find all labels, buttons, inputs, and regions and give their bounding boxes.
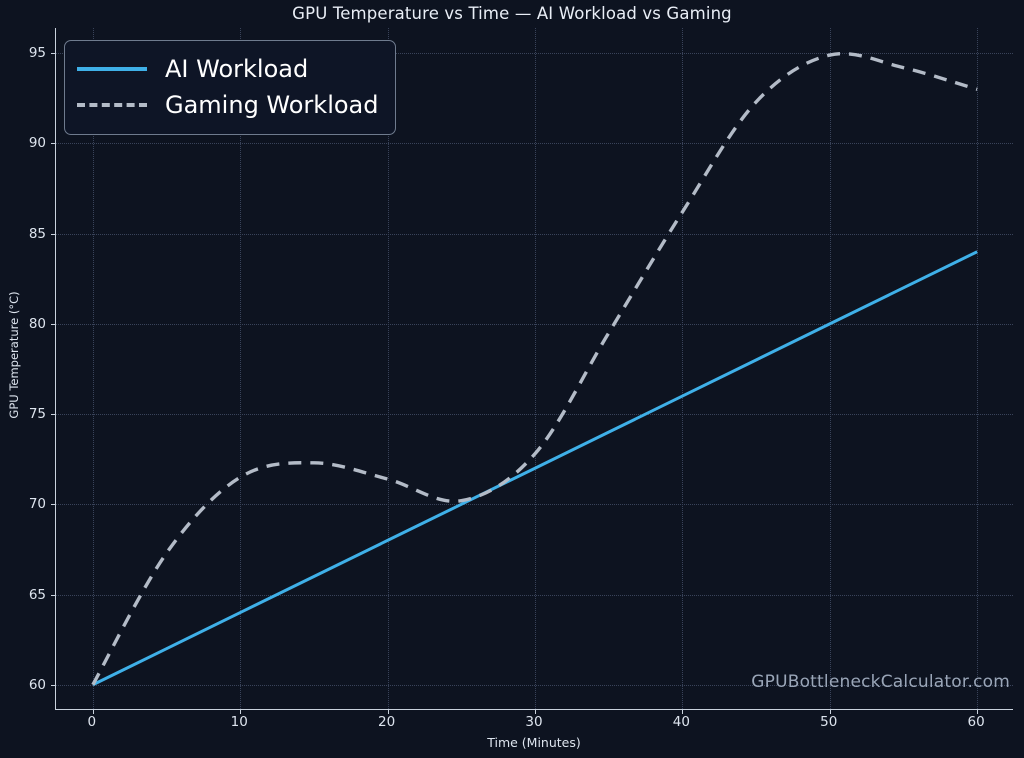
x-tick-label: 20 [378,714,396,730]
x-tick-mark [829,709,831,714]
series-line-2 [91,51,978,686]
watermark: GPUBottleneckCalculator.com [751,672,1010,692]
x-tick-label: 30 [525,714,543,730]
y-tick-mark [51,143,56,145]
legend-label: AI Workload [165,55,309,83]
x-tick-label: 40 [672,714,690,730]
y-tick-label: 80 [28,315,46,332]
y-tick-mark [51,323,56,325]
y-tick-mark [51,233,56,235]
legend-item[interactable]: Gaming Workload [77,87,379,123]
y-axis-label: GPU Temperature (°C) [7,291,21,419]
x-tick-mark [387,709,389,714]
y-tick-label: 85 [28,225,46,242]
legend-item[interactable]: AI Workload [77,51,379,87]
x-tick-label: 60 [967,714,985,730]
x-tick-mark [682,709,684,714]
legend-swatch-icon [77,95,147,115]
x-tick-label: 50 [820,714,838,730]
y-tick-label: 60 [28,676,46,693]
legend-label: Gaming Workload [165,91,379,119]
y-tick-label: 90 [28,135,46,152]
x-tick-mark [240,709,242,714]
y-tick-label: 70 [28,496,46,513]
x-axis-label: Time (Minutes) [487,735,581,750]
x-tick-label: 0 [87,714,97,730]
x-tick-mark [977,709,979,714]
y-tick-label: 65 [28,586,46,603]
x-tick-label: 10 [230,714,248,730]
chart-title: GPU Temperature vs Time — AI Workload vs… [292,4,732,23]
y-tick-label: 95 [28,45,46,62]
y-tick-mark [51,414,56,416]
x-tick-mark [92,709,94,714]
x-tick-mark [535,709,536,714]
series-layer [91,51,978,687]
y-tick-mark [51,504,56,506]
legend-swatch-icon [77,59,147,79]
series-line-1 [92,250,978,687]
chart-legend[interactable]: AI Workload Gaming Workload [64,40,396,135]
y-tick-mark [51,594,56,596]
y-tick-mark [51,53,56,55]
y-tick-mark [51,684,56,686]
y-tick-label: 75 [28,406,46,423]
